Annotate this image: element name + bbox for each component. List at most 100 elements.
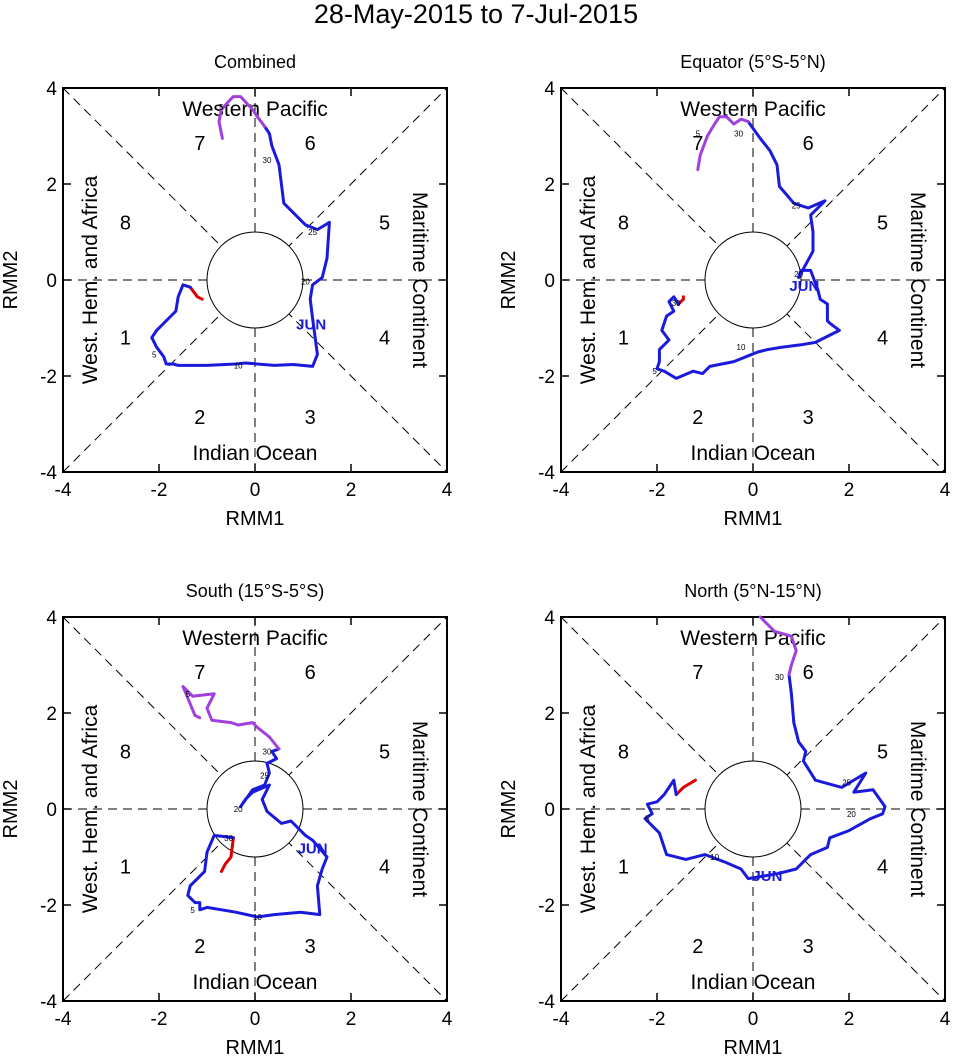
phase-number-6: 6 — [305, 662, 316, 684]
phase-number-1: 1 — [618, 328, 629, 350]
phase-number-2: 2 — [194, 407, 205, 429]
series-line-jul — [217, 95, 267, 140]
day-label: 5 — [696, 130, 701, 139]
day-label: 20 — [301, 277, 310, 286]
y-tick-label: 0 — [544, 271, 555, 292]
y-tick-label: 2 — [46, 704, 57, 725]
panel-title: Equator (5°S-5°N) — [680, 52, 825, 72]
day-label: 25 — [792, 202, 801, 211]
y-tick-label: -4 — [538, 463, 555, 484]
x-tick-label: 0 — [250, 480, 261, 501]
y-tick-label: -2 — [538, 896, 555, 917]
day-label: 20 — [794, 270, 803, 279]
series-line-jul — [758, 615, 798, 677]
day-label: 10 — [253, 913, 262, 922]
month-label-jun: JUN — [789, 278, 819, 295]
panel-title: North (5°N-15°N) — [684, 581, 821, 601]
phase-number-2: 2 — [194, 936, 205, 958]
day-label: 10 — [234, 361, 243, 370]
series-line-may — [674, 778, 697, 797]
y-tick-label: 4 — [544, 79, 555, 100]
y-axis-label: RMM2 — [0, 780, 22, 839]
region-label-left: West. Hem. and Africa — [79, 704, 102, 913]
phase-number-3: 3 — [803, 407, 814, 429]
series-line-jun — [655, 120, 841, 380]
phase-number-1: 1 — [120, 328, 131, 350]
y-tick-label: -4 — [538, 992, 555, 1013]
y-axis-label: RMM2 — [0, 251, 22, 310]
x-tick-label: -4 — [553, 1009, 570, 1030]
phase-number-5: 5 — [379, 212, 390, 234]
y-axis-label: RMM2 — [498, 780, 520, 839]
panel-2: South (15°S-5°S) Western Pacific Indian Oc… — [0, 581, 453, 1059]
region-label-left: West. Hem. and Africa — [577, 704, 600, 913]
month-label-jun: JUN — [296, 317, 326, 334]
phase-number-2: 2 — [692, 936, 703, 958]
day-label: 20 — [847, 810, 856, 819]
y-axis-label: RMM2 — [498, 251, 520, 310]
series-line-jul — [181, 685, 281, 751]
day-label: 5 — [190, 906, 195, 915]
day-label: 5 — [652, 367, 657, 376]
x-axis-label: RMM1 — [226, 508, 285, 530]
region-label-bottom: Indian Ocean — [691, 442, 816, 465]
x-tick-label: 4 — [940, 1009, 951, 1030]
x-tick-label: 2 — [346, 1009, 357, 1030]
phase-number-5: 5 — [877, 212, 888, 234]
y-tick-label: 2 — [46, 175, 57, 196]
day-label: 30 — [734, 130, 743, 139]
y-tick-label: 4 — [46, 608, 57, 629]
day-label: 10 — [737, 343, 746, 352]
x-axis-label: RMM1 — [724, 1037, 783, 1059]
panel-3: North (5°N-15°N) Western Pacific Indian Oc… — [498, 581, 951, 1059]
day-label: 25 — [260, 771, 269, 780]
day-label: 5 — [186, 690, 191, 699]
x-tick-label: 2 — [346, 480, 357, 501]
y-tick-label: -2 — [538, 367, 555, 388]
phase-number-7: 7 — [692, 133, 703, 155]
phase-number-7: 7 — [692, 662, 703, 684]
x-tick-label: 2 — [844, 480, 855, 501]
phase-number-4: 4 — [877, 857, 888, 879]
phase-number-4: 4 — [379, 857, 390, 879]
x-tick-label: 0 — [250, 1009, 261, 1030]
day-label: 10 — [710, 853, 719, 862]
phase-number-2: 2 — [692, 407, 703, 429]
unit-circle — [704, 760, 802, 858]
y-tick-label: -4 — [40, 463, 57, 484]
region-label-top: Western Pacific — [680, 98, 826, 121]
phase-number-8: 8 — [618, 212, 629, 234]
region-label-bottom: Indian Ocean — [691, 971, 816, 994]
day-label: 30 — [672, 299, 681, 308]
region-label-right: Maritime Continent — [906, 721, 929, 897]
day-label: 25 — [308, 228, 317, 237]
x-tick-label: -2 — [649, 480, 666, 501]
month-label-jun: JUN — [752, 868, 782, 885]
day-label: 30 — [263, 747, 272, 756]
unit-circle — [206, 760, 304, 858]
phase-number-7: 7 — [194, 662, 205, 684]
y-tick-label: 2 — [544, 175, 555, 196]
day-label: 30 — [775, 673, 784, 682]
panel-1: Equator (5°S-5°N) Western Pacific Indian O… — [498, 52, 951, 530]
phase-number-4: 4 — [379, 328, 390, 350]
day-label: 5 — [152, 350, 157, 359]
y-tick-label: 4 — [46, 79, 57, 100]
day-label: 30 — [263, 156, 272, 165]
phase-number-6: 6 — [803, 662, 814, 684]
y-tick-label: 4 — [544, 608, 555, 629]
phase-number-1: 1 — [618, 857, 629, 879]
phase-number-3: 3 — [305, 407, 316, 429]
region-label-bottom: Indian Ocean — [193, 442, 318, 465]
day-label: 5 — [645, 815, 650, 824]
region-label-left: West. Hem. and Africa — [577, 175, 600, 384]
series-line-jun — [643, 673, 887, 881]
x-tick-label: 0 — [748, 480, 759, 501]
phase-number-8: 8 — [120, 212, 131, 234]
x-axis-label: RMM1 — [226, 1037, 285, 1059]
phase-number-8: 8 — [120, 741, 131, 763]
phase-number-7: 7 — [194, 133, 205, 155]
y-tick-label: 0 — [46, 271, 57, 292]
region-label-right: Maritime Continent — [408, 721, 431, 897]
phase-number-8: 8 — [618, 741, 629, 763]
